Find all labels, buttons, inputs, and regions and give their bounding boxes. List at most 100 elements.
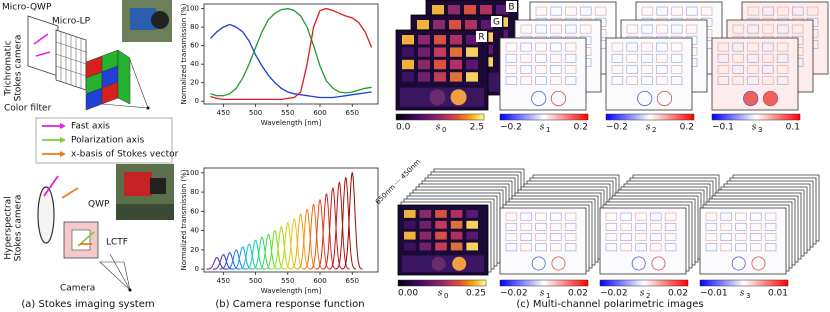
channel-label: B (508, 3, 514, 13)
image-patch (641, 53, 653, 63)
image-patch (404, 231, 416, 240)
image-ball (751, 256, 766, 271)
trichromatic-diagram: Trichromatic Stokes camera Micro-QWP Mic… (2, 0, 179, 164)
image-patch (664, 212, 677, 221)
y-tick-label: 20 (190, 246, 199, 254)
image-patch (450, 59, 462, 70)
color-filter-part (117, 49, 131, 105)
image-patch (496, 5, 508, 15)
image-patch (550, 243, 562, 252)
image-patch (434, 35, 446, 45)
filter-peak (258, 233, 279, 270)
image-ball (743, 90, 759, 107)
image-patch (464, 5, 476, 15)
image-patch (626, 76, 638, 85)
image-patch (404, 220, 416, 229)
image-patch (611, 65, 624, 74)
y-tick-label: 100 (186, 5, 199, 13)
filter-peak (238, 243, 260, 270)
image-patch (656, 6, 668, 16)
colorbar-index: 2 (646, 292, 650, 300)
colorbar (599, 279, 689, 287)
colorbar (499, 113, 589, 121)
image-patch (564, 222, 577, 231)
image-patch (564, 42, 577, 52)
image-patch (450, 72, 462, 82)
image-patch (717, 76, 730, 85)
image-patch (419, 231, 432, 240)
image-patch (641, 65, 653, 74)
colorbar-index: 1 (546, 292, 550, 300)
filter-peak (251, 236, 273, 270)
y-tick-label: 100 (186, 169, 199, 177)
image-patch (466, 47, 478, 57)
image-patch (580, 6, 592, 16)
filter-peak (271, 226, 292, 270)
filter-peak (232, 246, 253, 270)
image-patch (466, 220, 478, 229)
image-patch (433, 20, 445, 30)
channel-tag-bg (491, 16, 502, 27)
colorbar-symbol: s (438, 289, 443, 299)
image-patch (732, 24, 745, 34)
image-patch (520, 53, 532, 63)
image-patch (535, 212, 547, 221)
image-ball (637, 90, 653, 107)
colorbar-index: 2 (652, 126, 656, 134)
image-patch (605, 233, 618, 241)
image-patch (720, 212, 732, 221)
legend-label: Fast axis (71, 122, 110, 132)
image-patch (505, 243, 518, 252)
image-patch (418, 35, 430, 45)
image-patch (735, 212, 747, 221)
colorbar-min: −0.02 (600, 289, 628, 299)
image-bg (699, 207, 787, 275)
image-patch (605, 222, 618, 231)
image-patch (764, 222, 777, 231)
image-patch (732, 53, 744, 63)
x-axis-label: Wavelength [nm] (261, 119, 322, 127)
image-patch (535, 76, 547, 85)
image-patch (705, 212, 718, 221)
image-patch (762, 53, 774, 63)
image-patch (626, 24, 639, 34)
image-patch (747, 65, 759, 74)
image-patch (762, 6, 774, 16)
image-patch (686, 6, 698, 16)
camera-frustum (99, 261, 131, 291)
image-patch (564, 233, 577, 241)
x-tick-label: 600 (313, 109, 326, 117)
colorbar-max: 0.2 (574, 123, 588, 133)
image-patch (402, 72, 414, 82)
colorbar-index: 0 (444, 292, 448, 300)
fast-axis-arrow (33, 33, 49, 45)
image-patch (626, 65, 638, 74)
image-patch (435, 220, 447, 229)
image-patch (806, 6, 819, 16)
image-patch (620, 243, 632, 252)
camera-frustum (109, 253, 131, 291)
image-patch (670, 65, 683, 74)
colorbar-min: −0.02 (500, 289, 528, 299)
image-patch (402, 35, 414, 45)
camera-photo-part (130, 8, 156, 30)
colorbar-symbol: s (640, 289, 645, 299)
image-ball (431, 256, 446, 271)
y-tick-label: 80 (190, 23, 199, 31)
image-patch (435, 231, 447, 240)
image-patch (750, 222, 762, 231)
channel-label: R (478, 33, 484, 43)
image-patch (450, 47, 462, 57)
image-patch (417, 20, 429, 30)
response-curve (209, 23, 372, 99)
image-patch (641, 24, 653, 34)
image (605, 37, 693, 111)
side-title: Trichromatic (4, 40, 14, 96)
x-tick-label: 550 (281, 109, 294, 117)
image-patch (550, 222, 562, 231)
filter-peak (277, 222, 299, 270)
image-patch (762, 76, 774, 85)
